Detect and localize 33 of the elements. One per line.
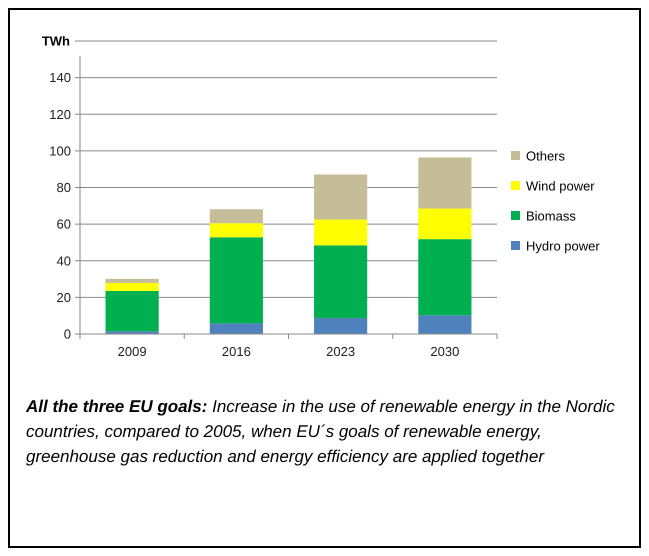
bar xyxy=(210,237,263,324)
legend-label: Wind power xyxy=(526,178,596,194)
bar xyxy=(106,282,159,291)
y-tick-label: 80 xyxy=(56,180,71,196)
x-tick-label: 2030 xyxy=(430,344,460,359)
y-tick-label: 40 xyxy=(56,253,71,268)
legend-label: Biomass xyxy=(526,208,576,224)
y-tick-label: 0 xyxy=(64,326,71,342)
bar xyxy=(314,318,368,334)
y-tick-label: 120 xyxy=(49,106,71,122)
legend-label: Others xyxy=(526,148,566,164)
bar xyxy=(314,245,368,318)
bar xyxy=(418,208,472,240)
x-tick-label: 2009 xyxy=(118,344,147,359)
bar xyxy=(106,290,159,332)
y-tick-label: 60 xyxy=(56,216,71,232)
bar xyxy=(314,220,368,246)
bar xyxy=(418,157,472,209)
x-tick-label: 2016 xyxy=(222,344,251,359)
y-tick-label: 20 xyxy=(56,290,71,305)
bar xyxy=(418,315,472,334)
bar xyxy=(106,278,159,283)
bar xyxy=(210,209,263,224)
text: All the three EU goals: Increase in the use of renewable energy in the Nordic countries, compared to 2005, when EU´s goals of renewable energy, greenhouse gas reduction and energy efficiency are applied together xyxy=(26,397,615,466)
bar xyxy=(314,174,368,220)
y-tick-label: 100 xyxy=(49,143,71,158)
bar xyxy=(210,323,263,334)
bar xyxy=(210,223,263,238)
y-tick-label: 140 xyxy=(49,70,71,86)
y-axis-title: TWh xyxy=(42,34,70,49)
bar xyxy=(418,239,472,316)
x-tick-label: 2023 xyxy=(326,344,356,359)
legend-label: Hydro power xyxy=(526,238,600,254)
